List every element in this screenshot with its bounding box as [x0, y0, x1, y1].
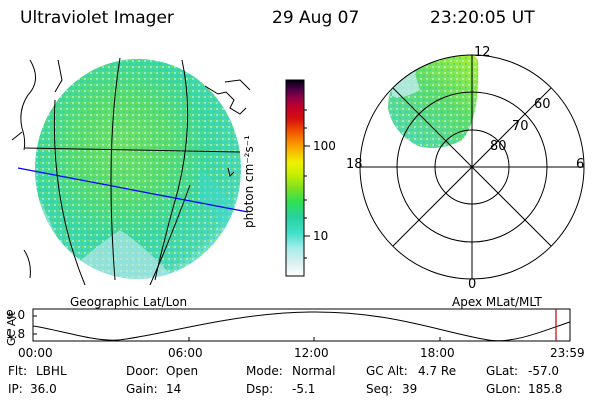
terminator-meridian-line [17, 167, 249, 213]
earth-disk-image [35, 59, 241, 279]
mlat-label-70: 70 [512, 119, 529, 134]
polar-grid [359, 54, 585, 280]
status-gcalt-key: GC Alt: [366, 364, 408, 378]
time-tick-0000: 00:00 [18, 346, 53, 360]
status-glon-value: 185.8 [528, 382, 563, 396]
instrument-title: Ultraviolet Imager [20, 8, 174, 28]
status-ip-value: 36.0 [30, 382, 57, 396]
mlt-label-18: 18 [346, 157, 363, 172]
colorbar-tick-100: 100 [313, 139, 336, 153]
time-tick-1800: 18:00 [420, 346, 455, 360]
mlat-label-60: 60 [534, 97, 551, 112]
caption-apex: Apex MLat/MLT [452, 295, 542, 309]
color-scale-bar [285, 79, 310, 277]
status-glon-key: GLon: [486, 382, 521, 396]
caption-geographic: Geographic Lat/Lon [70, 295, 188, 309]
time-label: 23:20:05 UT [430, 8, 535, 28]
altitude-plot [32, 308, 571, 342]
status-glat-value: -57.0 [528, 364, 560, 378]
status-mode-value: Normal [292, 364, 336, 378]
status-gain-key: Gain: [126, 382, 158, 396]
polar-auroral-image [388, 55, 479, 148]
mlt-label-6: 6 [576, 157, 585, 172]
status-dsp-value: -5.1 [292, 382, 316, 396]
time-tick-1200: 12:00 [294, 346, 329, 360]
status-seq-key: Seq: [366, 382, 393, 396]
altitude-tick-low: 1.8 [6, 327, 26, 341]
status-glat-key: GLat: [486, 364, 519, 378]
status-door-value: Open [166, 364, 199, 378]
status-flt-key: Flt: [8, 364, 27, 378]
status-mode-key: Mode: [246, 364, 283, 378]
status-flt-value: LBHL [36, 364, 67, 378]
time-tick-0600: 06:00 [168, 346, 203, 360]
mlat-label-80: 80 [490, 139, 507, 154]
colorbar-tick-10: 10 [313, 229, 329, 243]
time-tick-2359: 23:59 [550, 346, 585, 360]
status-ip-key: IP: [8, 382, 23, 396]
mlt-label-0: 0 [468, 277, 477, 292]
geographic-grid [24, 57, 241, 286]
date-label: 29 Aug 07 [272, 8, 360, 28]
status-dsp-key: Dsp: [246, 382, 274, 396]
status-door-key: Door: [126, 364, 159, 378]
status-gain-value: 14 [166, 382, 182, 396]
altitude-tick-high: 9.0 [6, 308, 26, 322]
coastline-outlines [11, 59, 251, 279]
colorbar-unit-label: photon cm⁻²s⁻¹ [242, 135, 256, 228]
status-gcalt-value: 4.7 Re [418, 364, 457, 378]
mlt-label-12: 12 [474, 45, 491, 60]
status-seq-value: 39 [402, 382, 418, 396]
